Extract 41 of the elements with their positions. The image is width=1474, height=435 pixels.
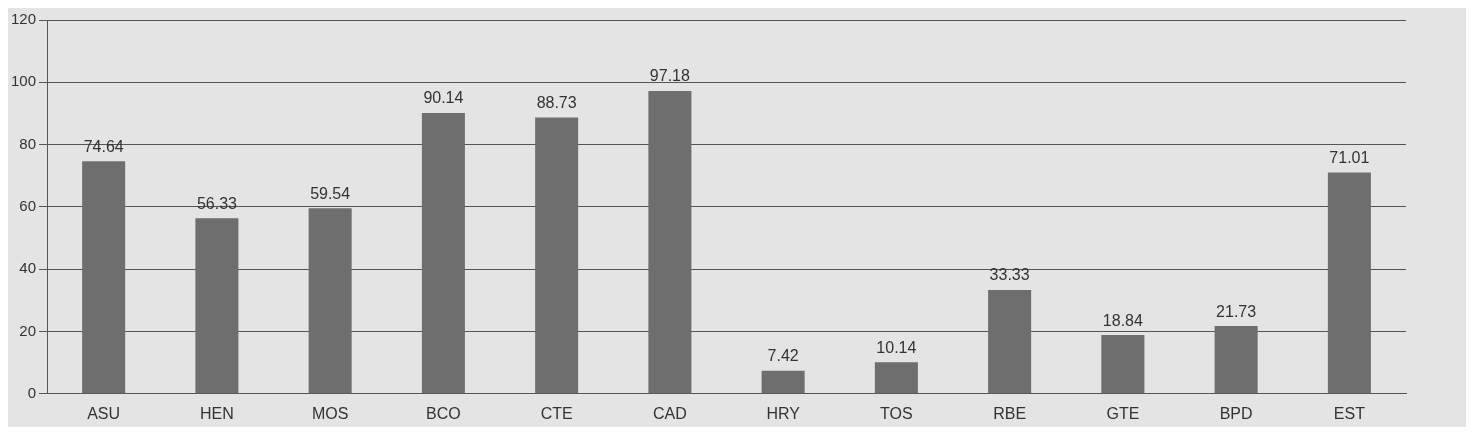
bar: [82, 161, 126, 394]
data-label: 21.73: [1216, 302, 1257, 320]
x-tick-label: EST: [1333, 404, 1366, 422]
y-tick-label: 0: [27, 383, 37, 401]
y-tick-label: 40: [19, 259, 37, 277]
bar: [535, 117, 579, 394]
data-label: 33.33: [989, 266, 1030, 284]
y-tick-label: 60: [19, 197, 37, 215]
data-label: 90.14: [423, 89, 464, 107]
x-tick-label: BPD: [1219, 404, 1253, 422]
data-label: 10.14: [876, 338, 917, 356]
bar: [648, 91, 692, 394]
bar: [308, 208, 352, 394]
y-tick-label: 120: [11, 10, 37, 28]
x-tick-label: TOS: [880, 404, 913, 422]
bar: [1327, 172, 1371, 394]
x-tick-label: HRY: [766, 404, 801, 422]
bar: [421, 113, 465, 394]
x-tick-label: CAD: [653, 404, 687, 422]
x-tick-label: RBE: [993, 404, 1027, 422]
data-label: 18.84: [1102, 311, 1143, 329]
bar: [1214, 326, 1258, 394]
x-tick-label: GTE: [1106, 404, 1140, 422]
bar: [195, 218, 239, 394]
data-label: 59.54: [310, 184, 351, 202]
data-label: 97.18: [649, 67, 691, 85]
bar: [874, 362, 918, 394]
y-tick-label: 20: [19, 321, 37, 339]
x-tick-label: HEN: [200, 404, 234, 422]
bar: [988, 289, 1032, 394]
data-label: 7.42: [767, 347, 799, 365]
data-label: 88.73: [536, 93, 577, 111]
x-tick-label: ASU: [87, 404, 121, 422]
x-tick-label: MOS: [311, 404, 349, 422]
y-tick-label: 80: [19, 134, 37, 152]
y-tick-label: 100: [11, 72, 37, 90]
bar: [761, 370, 805, 394]
data-label: 71.01: [1329, 149, 1370, 167]
x-tick-label: CTE: [540, 404, 573, 422]
bar: [1101, 335, 1145, 394]
x-tick-label: BCO: [426, 404, 461, 422]
